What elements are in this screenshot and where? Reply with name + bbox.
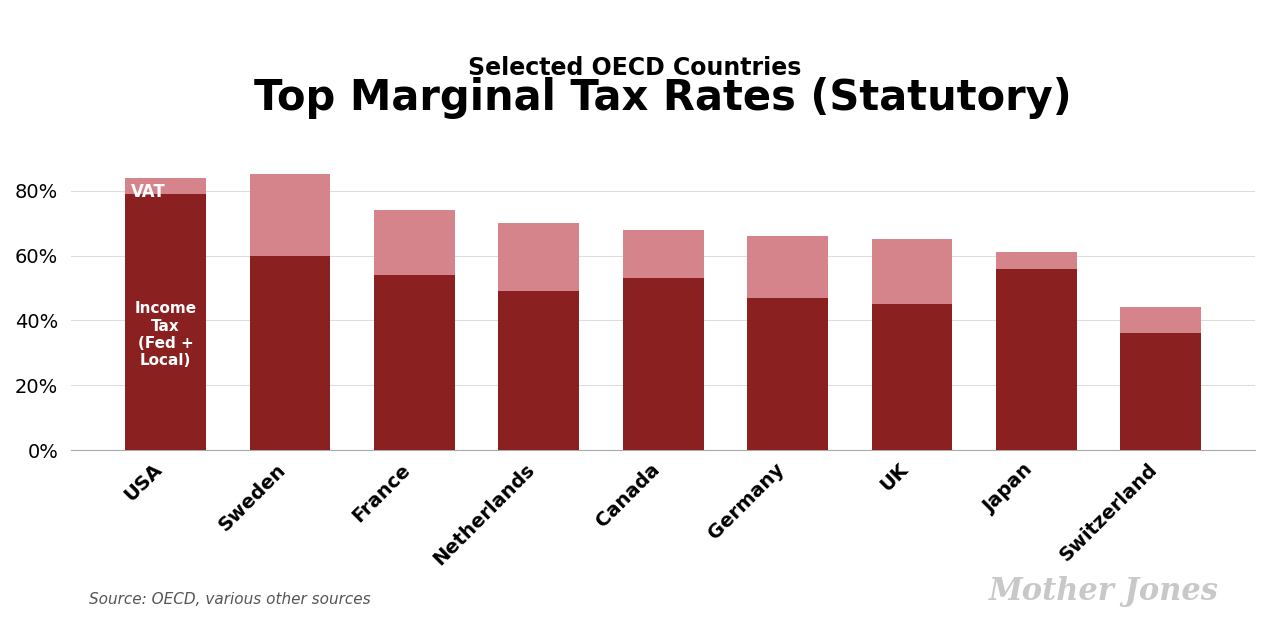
Bar (126, 194, 206, 450)
Bar (747, 297, 828, 450)
Bar (375, 275, 455, 450)
Bar (498, 223, 579, 291)
Text: Income
Tax
(Fed +
Local): Income Tax (Fed + Local) (135, 301, 197, 368)
Bar (871, 304, 952, 450)
Bar (1120, 333, 1201, 450)
Bar (996, 268, 1077, 450)
Bar (250, 175, 330, 256)
Text: Source: OECD, various other sources: Source: OECD, various other sources (89, 592, 371, 607)
Bar (1120, 307, 1201, 333)
Bar (126, 178, 206, 194)
Bar (747, 236, 828, 297)
Bar (498, 291, 579, 450)
Bar (375, 210, 455, 275)
Bar (250, 256, 330, 450)
Text: Selected OECD Countries: Selected OECD Countries (469, 56, 801, 80)
Bar (996, 252, 1077, 268)
Bar (871, 239, 952, 304)
Title: Top Marginal Tax Rates (Statutory): Top Marginal Tax Rates (Statutory) (254, 77, 1072, 119)
Bar (622, 278, 704, 450)
Text: VAT: VAT (131, 183, 165, 201)
Bar (622, 230, 704, 278)
Text: Mother Jones: Mother Jones (989, 576, 1219, 607)
